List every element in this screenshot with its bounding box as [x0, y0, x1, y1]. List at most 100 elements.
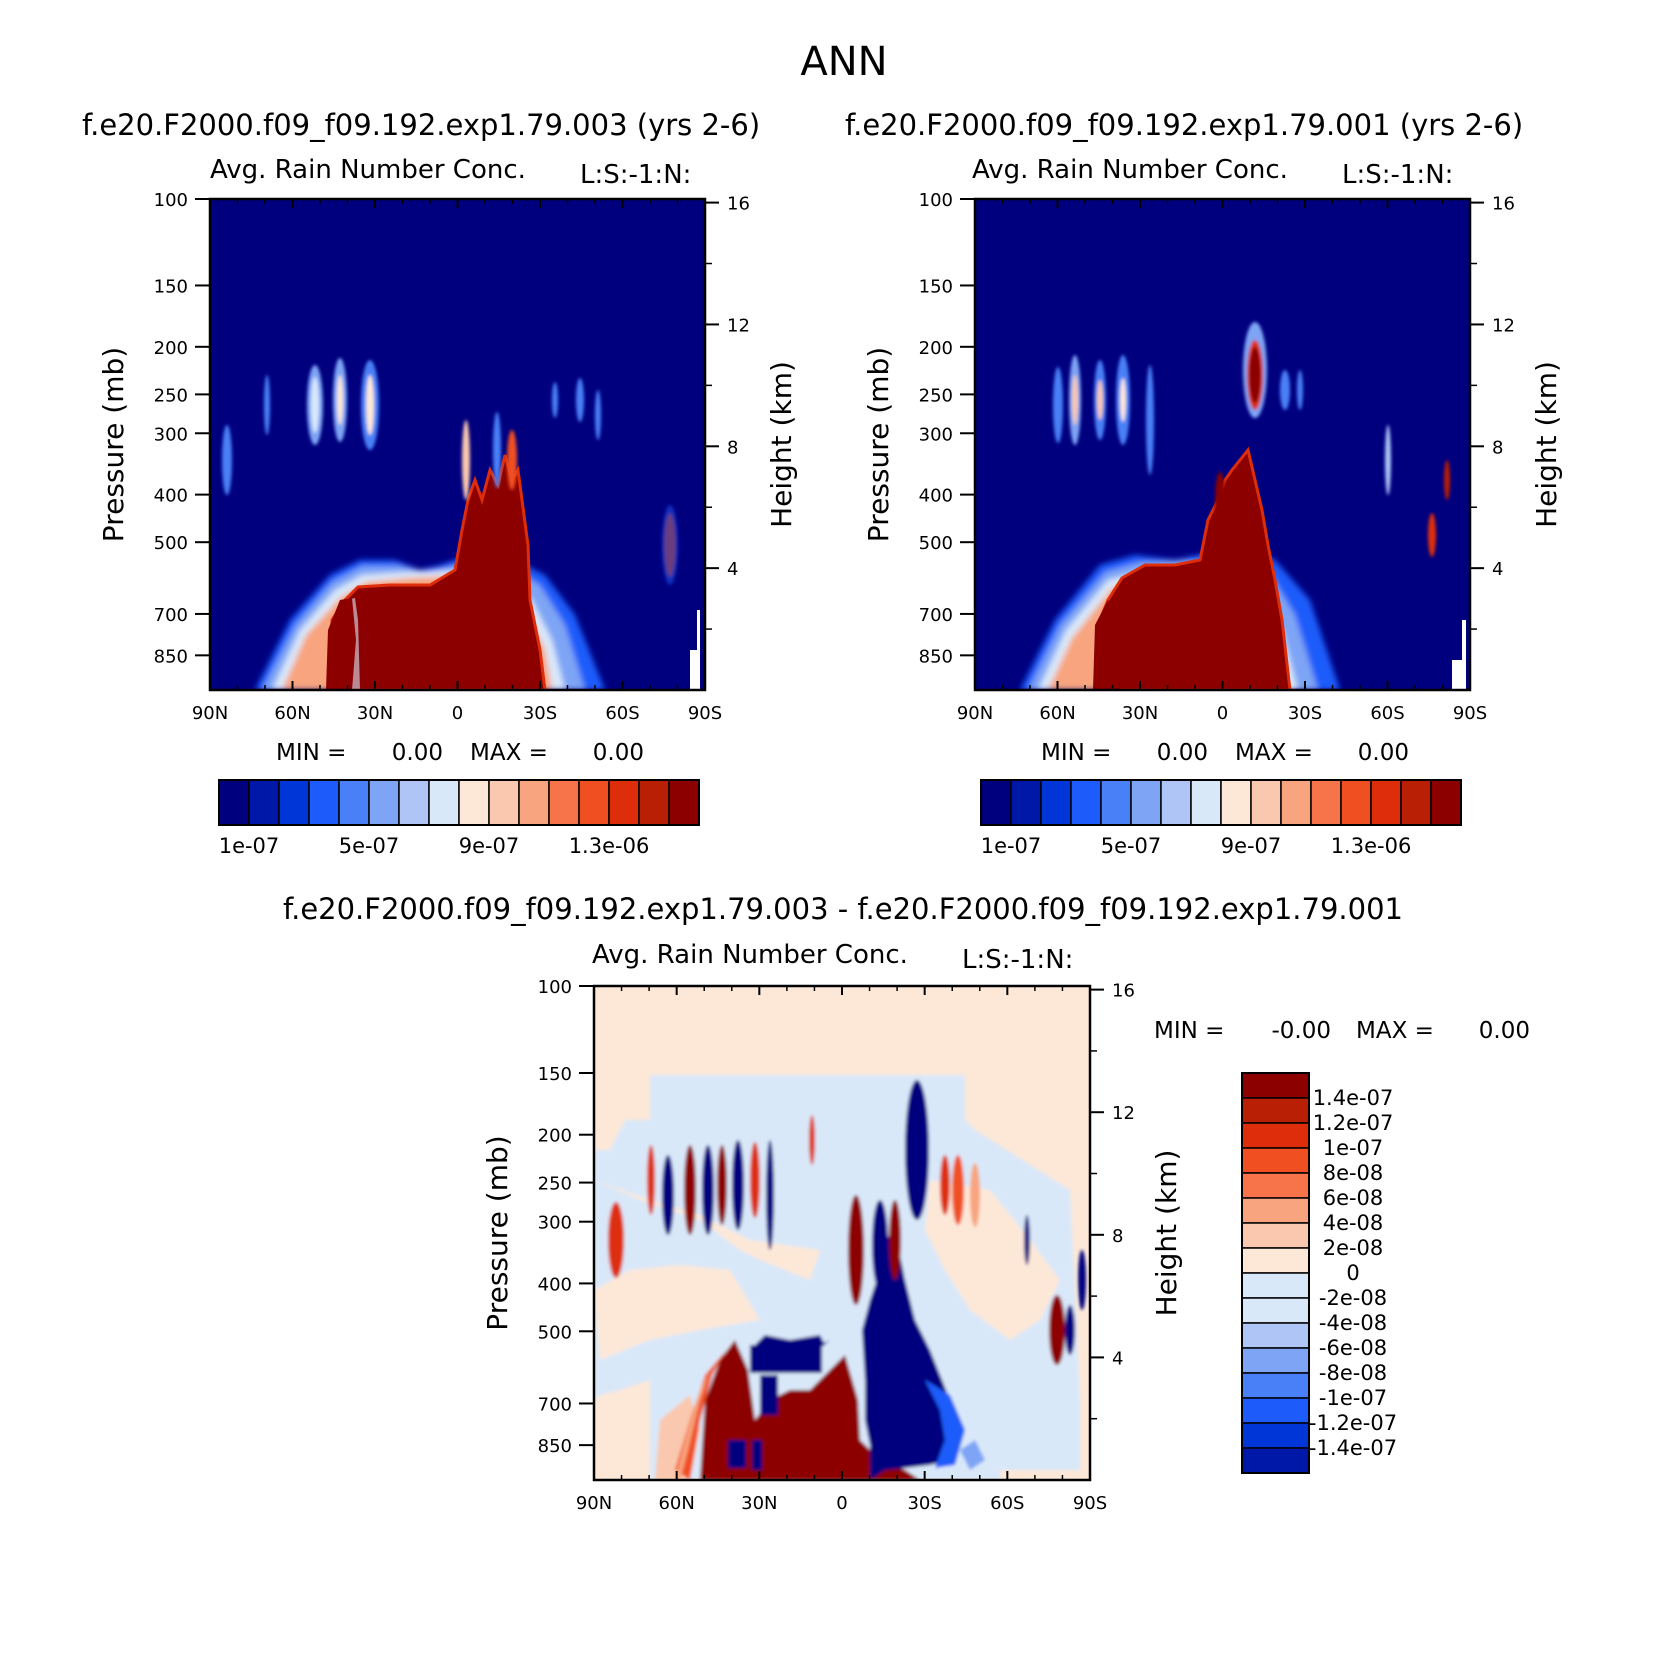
- colorbar-swatch: [1241, 1072, 1310, 1099]
- colorbar-label: 1.2e-07: [1313, 1111, 1394, 1135]
- y2-tick-label: 4: [727, 559, 738, 580]
- x-tick-label: 90S: [1073, 1493, 1107, 1514]
- y-tick-label: 700: [538, 1394, 572, 1415]
- colorbar-swatch: [1220, 779, 1252, 826]
- colorbar-swatch: [1241, 1397, 1310, 1424]
- colorbar-swatch: [1241, 1447, 1310, 1474]
- colorbar-label: 5e-07: [339, 834, 400, 858]
- colorbar-swatch: [1400, 779, 1432, 826]
- colorbar-swatch: [1241, 1372, 1310, 1399]
- colorbar-swatch: [1241, 1422, 1310, 1449]
- colorbar-swatch: [368, 779, 400, 826]
- right-title: L:S:-1:N:: [580, 160, 691, 190]
- colorbar-swatch: [1241, 1272, 1310, 1299]
- y-axis-label: Pressure (mb): [481, 1135, 514, 1330]
- axes-panel-1: 90N 60N 30N 0 30S 60S 90S 100 150 200 250 300 400 500…: [97, 190, 798, 724]
- y-tick-label: 700: [154, 605, 188, 626]
- colorbar-swatch: [1010, 779, 1042, 826]
- colorbar-swatch: [1241, 1097, 1310, 1124]
- minmax-top-right: MIN = 0.00 MAX = 0.00: [1041, 740, 1409, 766]
- min-value: -0.00: [1271, 1018, 1331, 1044]
- colorbar-frame: [1241, 1072, 1310, 1474]
- colorbar-label: 9e-07: [1221, 834, 1282, 858]
- x-tick-label: 30N: [1122, 703, 1158, 724]
- max-label: MAX =: [470, 740, 548, 766]
- colorbar-swatch: [488, 779, 520, 826]
- colorbar-label: -1e-07: [1319, 1386, 1387, 1410]
- colorbar-swatch: [428, 779, 460, 826]
- colorbar-label: -1.2e-07: [1309, 1411, 1397, 1435]
- contour-field: [975, 199, 1470, 690]
- y-tick-label: 100: [919, 190, 953, 211]
- y-tick-label: 150: [538, 1064, 572, 1085]
- colorbar-swatch: [458, 779, 490, 826]
- colorbar-swatch: [1340, 779, 1372, 826]
- colorbar-label: -2e-08: [1319, 1286, 1387, 1310]
- right-title: L:S:-1:N:: [1342, 160, 1453, 190]
- colorbar-swatch: [638, 779, 670, 826]
- max-label: MAX =: [1235, 740, 1313, 766]
- case-title: f.e20.F2000.f09_f09.192.exp1.79.003 - f.…: [283, 892, 1403, 926]
- colorbar-label: 8e-08: [1323, 1161, 1384, 1185]
- colorbar-swatch: [1250, 779, 1282, 826]
- colorbar-frame: [980, 779, 1462, 826]
- x-tick-label: 30S: [523, 703, 557, 724]
- colorbar-swatch: [1130, 779, 1162, 826]
- colorbar-swatch: [1280, 779, 1312, 826]
- x-tick-label: 0: [1217, 703, 1228, 724]
- y2-axis-label: Height (km): [765, 361, 798, 528]
- colorbar-swatch: [1241, 1247, 1310, 1274]
- y-tick-label: 400: [919, 486, 953, 507]
- colorbar-label: 6e-08: [1323, 1186, 1384, 1210]
- min-value: 0.00: [1157, 740, 1208, 766]
- max-value: 0.00: [593, 740, 644, 766]
- x-tick-label: 60N: [1039, 703, 1075, 724]
- colorbar-swatch: [1241, 1122, 1310, 1149]
- colorbar-swatch: [248, 779, 280, 826]
- x-tick-label: 60N: [658, 1493, 694, 1514]
- y2-axis-label: Height (km): [1530, 361, 1563, 528]
- y2-tick-label: 8: [727, 437, 738, 458]
- colorbar-label: 1.3e-06: [569, 834, 650, 858]
- panel-difference: f.e20.F2000.f09_f09.192.exp1.79.003 - f.…: [283, 892, 1403, 1482]
- colorbar-swatch: [548, 779, 580, 826]
- y-tick-label: 150: [919, 276, 953, 297]
- y-tick-label: 300: [154, 424, 188, 445]
- colorbar-swatch: [980, 779, 1012, 826]
- panel-top-right: f.e20.F2000.f09_f09.192.exp1.79.001 (yrs…: [845, 108, 1523, 692]
- case-title: f.e20.F2000.f09_f09.192.exp1.79.001 (yrs…: [845, 108, 1523, 142]
- y2-tick-label: 12: [1112, 1103, 1135, 1124]
- axes-layer: 90N 60N 30N 0 30S 60S 90S100150200250300400500…: [97, 190, 1563, 1514]
- y-tick-label: 400: [538, 1274, 572, 1295]
- colorbar-swatch: [1241, 1297, 1310, 1324]
- y-tick-label: 700: [919, 605, 953, 626]
- colorbar-label: -8e-08: [1319, 1361, 1387, 1385]
- colorbar-swatch: [338, 779, 370, 826]
- max-value: 0.00: [1479, 1018, 1530, 1044]
- minmax-difference: MIN = -0.00 MAX = 0.00: [1154, 1018, 1530, 1044]
- colorbar-swatch: [308, 779, 340, 826]
- variable-title: Avg. Rain Number Conc.: [972, 155, 1288, 185]
- x-tick-label: 0: [836, 1493, 847, 1514]
- colorbar-label: -4e-08: [1319, 1311, 1387, 1335]
- variable-title: Avg. Rain Number Conc.: [592, 940, 908, 970]
- y-axis-label: Pressure (mb): [97, 347, 130, 542]
- y2-tick-label: 8: [1112, 1226, 1123, 1247]
- x-tick-label: 90N: [957, 703, 993, 724]
- colorbar-label: 4e-08: [1323, 1211, 1384, 1235]
- x-tick-label: 90N: [192, 703, 228, 724]
- x-tick-label: 60N: [274, 703, 310, 724]
- colorbar-swatch: [1370, 779, 1402, 826]
- colorbar-swatch: [1310, 779, 1342, 826]
- y-tick-label: 250: [538, 1174, 572, 1195]
- colorbar-swatch: [1160, 779, 1192, 826]
- x-tick-label: 60S: [1370, 703, 1404, 724]
- colorbar-swatch: [398, 779, 430, 826]
- figure-title: ANN: [800, 39, 887, 85]
- colorbar-swatch: [1241, 1322, 1310, 1349]
- colorbar-swatch: [1241, 1147, 1310, 1174]
- y-tick-label: 850: [919, 646, 953, 667]
- x-tick-label: 0: [452, 703, 463, 724]
- min-label: MIN =: [1041, 740, 1111, 766]
